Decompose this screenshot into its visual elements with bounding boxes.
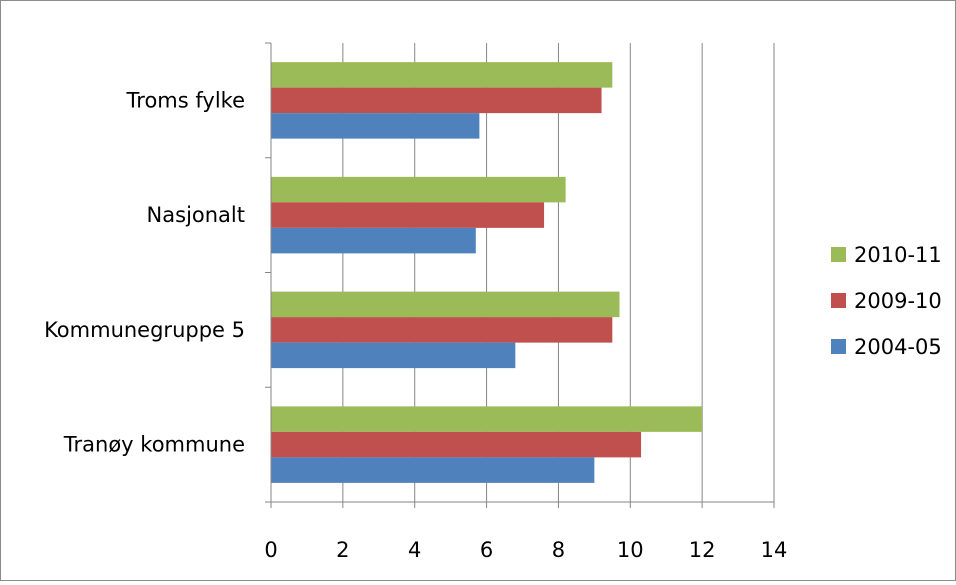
legend-label: 2010-11 [854,243,942,267]
legend-swatch-2009-10 [831,293,846,308]
bar-2010-11 [271,291,620,318]
bar-2009-10 [271,87,602,114]
bar-2010-11 [271,176,566,203]
x-tick-labels: 0 2 4 6 8 10 12 14 [264,538,787,562]
x-tick-label: 4 [408,538,421,562]
axes [265,42,775,508]
bar-2004-05 [271,457,595,483]
bar-2004-05 [271,227,476,254]
bar-2004-05 [271,342,516,369]
legend-label: 2009-10 [854,289,942,313]
legend-label: 2004-05 [854,335,942,359]
category-label: Troms fylke [126,88,245,112]
x-tick-label: 10 [617,538,644,562]
x-tick-label: 14 [761,538,788,562]
bar-2009-10 [271,317,613,343]
legend-swatch-2010-11 [831,247,846,262]
legend-swatch-2004-05 [831,339,846,354]
category-label: Tranøy kommune [63,433,245,457]
x-tick-label: 12 [689,538,716,562]
x-tick-label: 0 [264,538,277,562]
legend: 2010-11 2009-10 2004-05 [831,243,942,359]
x-tick-label: 2 [336,538,349,562]
bar-2009-10 [271,431,642,458]
x-tick-label: 8 [552,538,565,562]
bar-2010-11 [271,406,703,432]
category-label: Nasjonalt [147,203,245,227]
x-tick-label: 6 [480,538,493,562]
bar-2010-11 [271,62,613,88]
bar-2004-05 [271,113,480,139]
category-label: Kommunegruppe 5 [44,318,245,342]
category-labels: Troms fylke Nasjonalt Kommunegruppe 5 Tranø… [44,88,245,456]
bar-2009-10 [271,202,545,228]
bars [271,62,703,483]
